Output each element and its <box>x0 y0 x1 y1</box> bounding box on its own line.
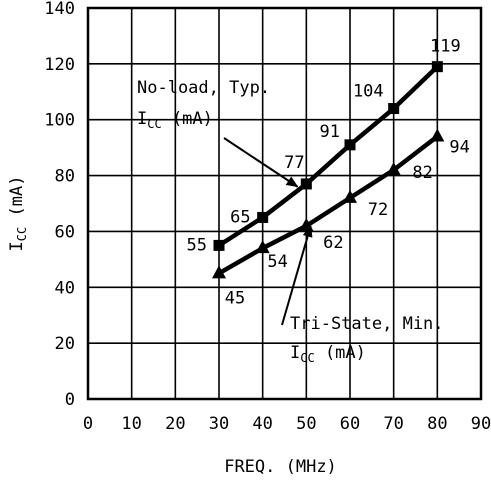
y-tick-labels: 0 20 40 60 80 100 120 140 <box>44 0 75 410</box>
x-tick-label: 50 <box>296 414 316 434</box>
series-1-data-label: 91 <box>320 122 340 142</box>
series-1-marker <box>344 139 356 151</box>
series-layer <box>212 61 445 279</box>
series-1-data-label: 77 <box>284 153 304 173</box>
x-tick-label: 60 <box>340 414 360 434</box>
y-axis-label: ICC (mA) <box>7 176 29 252</box>
annotation-2-arrow <box>281 224 313 326</box>
y-axis-label-unit: (mA) <box>7 176 27 227</box>
series-1-data-label: 65 <box>230 207 250 227</box>
series-1-data-label: 104 <box>353 82 384 102</box>
x-tick-label: 90 <box>471 414 491 434</box>
annotation-1-unit: ICC (mA) <box>137 109 213 131</box>
series-1-marker <box>431 61 443 73</box>
x-tick-label: 10 <box>121 414 141 434</box>
x-tick-label: 40 <box>252 414 272 434</box>
y-tick-label: 0 <box>65 390 75 410</box>
annotation-1-title: No-load, Typ. <box>137 78 270 98</box>
series-1-marker <box>388 103 400 115</box>
series-1-data-label: 119 <box>430 37 461 57</box>
annotations: No-load, Typ. ICC (mA) Tri-State, Min. ICC … <box>137 78 444 365</box>
y-axis-label-main: I <box>7 241 27 251</box>
series-1-line <box>217 65 439 248</box>
data-labels: 55 65 77 91 104 119 45 54 62 72 82 94 <box>187 37 470 309</box>
y-tick-label: 80 <box>55 167 75 187</box>
y-tick-label: 100 <box>44 111 75 131</box>
x-axis-label: FREQ. (MHz) <box>224 457 337 477</box>
series-2-data-label: 94 <box>449 137 469 157</box>
series-2-marker <box>386 161 401 175</box>
series-1-marker <box>300 178 312 190</box>
series-2-data-label: 62 <box>323 233 343 253</box>
series-2-data-label: 54 <box>267 252 287 272</box>
series-2-marker <box>343 189 357 203</box>
x-tick-label: 80 <box>427 414 447 434</box>
y-tick-label: 20 <box>55 334 75 354</box>
x-tick-label: 0 <box>83 414 93 434</box>
annotation-2-unit: ICC (mA) <box>290 343 366 365</box>
series-1-data-label: 55 <box>187 235 207 255</box>
annotation-1-arrow <box>223 137 299 188</box>
y-axis-label-sub: CC <box>15 227 29 241</box>
y-tick-label: 40 <box>55 278 75 298</box>
y-tick-label: 140 <box>44 0 75 19</box>
grid <box>88 8 481 399</box>
series-2-data-label: 45 <box>225 288 245 308</box>
annotation-2-title: Tri-State, Min. <box>290 314 444 334</box>
x-tick-label: 70 <box>383 414 403 434</box>
x-tick-label: 20 <box>165 414 185 434</box>
series-2-marker <box>255 240 270 254</box>
series-1-marker <box>213 239 225 251</box>
plot-frame <box>86 6 483 401</box>
series-1-marker <box>257 211 269 223</box>
x-tick-label: 30 <box>209 414 229 434</box>
series-2-line <box>217 134 439 276</box>
series-2-marker <box>212 265 226 279</box>
y-tick-label: 60 <box>55 222 75 242</box>
series-2-data-label: 82 <box>412 163 432 183</box>
series-2-data-label: 72 <box>368 200 388 220</box>
series-2-marker <box>430 128 445 142</box>
y-tick-label: 120 <box>44 55 75 75</box>
x-tick-labels: 0 10 20 30 40 50 60 70 80 90 <box>83 414 491 434</box>
